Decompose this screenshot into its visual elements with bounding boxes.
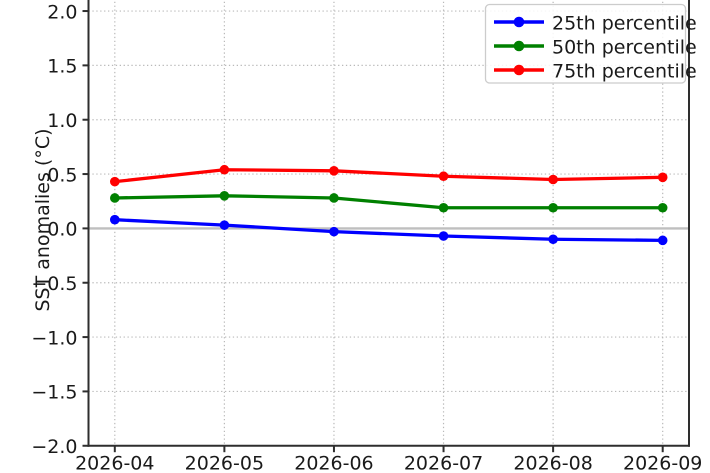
y-tick-label: 2.0 — [47, 1, 77, 23]
x-tick-label: 2026-06 — [294, 453, 373, 473]
x-tick-label: 2026-07 — [404, 453, 483, 473]
axis-ticks: 2026-04 2026-05 2026-06 2026-07 2026-08 2026-… — [31, 1, 702, 473]
legend-swatch-marker — [513, 64, 525, 76]
y-tick-label: 1.5 — [47, 56, 77, 78]
series-50th-percentile — [110, 190, 668, 213]
data-point — [329, 226, 339, 237]
data-point — [219, 220, 230, 230]
data-point — [657, 202, 668, 213]
legend-box — [484, 3, 687, 84]
data-point — [219, 190, 230, 201]
y-tick-label: −1.5 — [31, 382, 77, 404]
x-tick-label: 2026-08 — [513, 453, 592, 473]
series-75th-percentile — [110, 164, 668, 187]
y-tick-label: −0.5 — [31, 273, 77, 295]
y-axis-label: SST anomalies (°C) — [32, 128, 54, 311]
data-point — [438, 202, 449, 213]
data-point — [110, 214, 120, 225]
data-point — [548, 202, 558, 213]
y-tick-label: 0.5 — [47, 164, 77, 186]
data-point — [329, 193, 339, 203]
data-point — [548, 234, 558, 245]
data-point — [548, 174, 558, 185]
series-line — [113, 194, 665, 210]
data-point — [329, 165, 339, 176]
y-tick-label: −1.0 — [31, 327, 77, 349]
x-tick-label: 2026-05 — [185, 453, 264, 473]
data-point — [219, 164, 230, 175]
legend-swatch-marker — [513, 40, 525, 52]
data-point — [438, 231, 449, 241]
series-line — [113, 168, 665, 184]
data-point — [657, 172, 668, 183]
x-tick-label: 2026-09 — [623, 453, 702, 473]
y-tick-label: 0.0 — [47, 219, 77, 241]
data-point — [657, 235, 668, 246]
data-point — [110, 176, 120, 187]
data-point — [438, 171, 449, 182]
data-point — [110, 193, 120, 203]
legend-label: 75th percentile — [552, 60, 697, 82]
legend-swatch-marker — [513, 16, 525, 28]
legend-label: 50th percentile — [552, 36, 697, 58]
series-line — [113, 218, 665, 243]
series-25th-percentile — [110, 214, 668, 246]
y-tick-label: 1.0 — [47, 110, 77, 132]
legend-label: 25th percentile — [552, 12, 697, 34]
y-tick-label: −2.0 — [31, 436, 77, 458]
x-tick-label: 2026-04 — [75, 453, 154, 473]
